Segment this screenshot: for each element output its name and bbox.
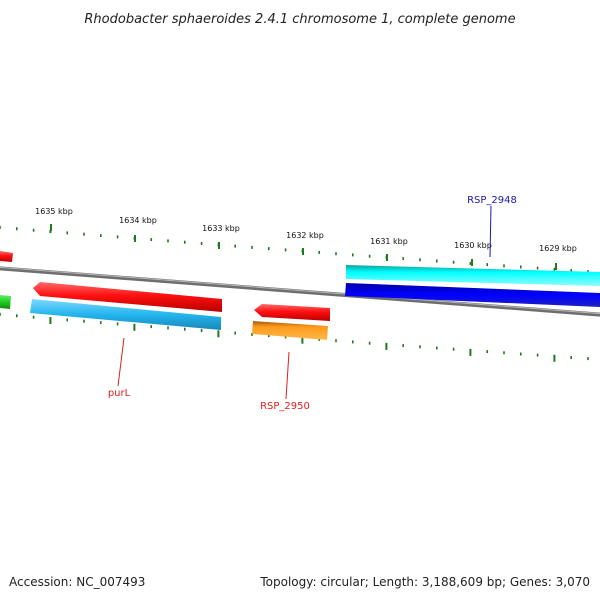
rsp2950-leader-line: [285, 351, 290, 400]
tick-label: 1630 kbp: [454, 241, 492, 250]
tick-label: 1634 kbp: [119, 216, 157, 225]
gene-feature-rsp2950-upper[interactable]: [254, 304, 330, 321]
gene-label-rsp2950[interactable]: RSP_2950: [260, 401, 310, 412]
rsp2948-leader-line: [489, 205, 492, 258]
tick-label: 1631 kbp: [370, 237, 408, 246]
genome-summary-text: Topology: circular; Length: 3,188,609 bp…: [259, 575, 590, 589]
gene-feature-blue[interactable]: [345, 283, 600, 307]
tick-label: 1629 kbp: [539, 244, 577, 253]
major-ticks: [50, 224, 557, 270]
gene-feature-purL[interactable]: [30, 299, 221, 330]
gene-feature-purL-neighbor[interactable]: [33, 282, 222, 312]
tick-label: 1633 kbp: [202, 224, 240, 233]
gene-label-purL[interactable]: purL: [108, 388, 131, 399]
gene-feature-rsp2948[interactable]: [346, 265, 600, 286]
minor-ticks-inner: [0, 312, 589, 362]
gene-label-rsp2948[interactable]: RSP_2948: [467, 195, 517, 206]
tick-label: 1635 kbp: [35, 207, 73, 216]
chromosome-backbone-highlight: [0, 266, 600, 315]
tick-label: 1632 kbp: [286, 231, 324, 240]
tick-labels: 1635 kbp 1634 kbp 1633 kbp 1632 kbp 1631…: [35, 207, 577, 253]
map-title: Rhodobacter sphaeroides 2.4.1 chromosome…: [84, 12, 515, 27]
gene-feature-green-left[interactable]: [0, 295, 11, 309]
chromosome-backbone: [0, 266, 600, 317]
purL-leader-line: [117, 337, 125, 387]
gene-feature-rsp2950[interactable]: [252, 321, 328, 340]
accession-text: Accession: NC_007493: [9, 575, 145, 589]
gene-feature-red-left[interactable]: [0, 251, 13, 262]
